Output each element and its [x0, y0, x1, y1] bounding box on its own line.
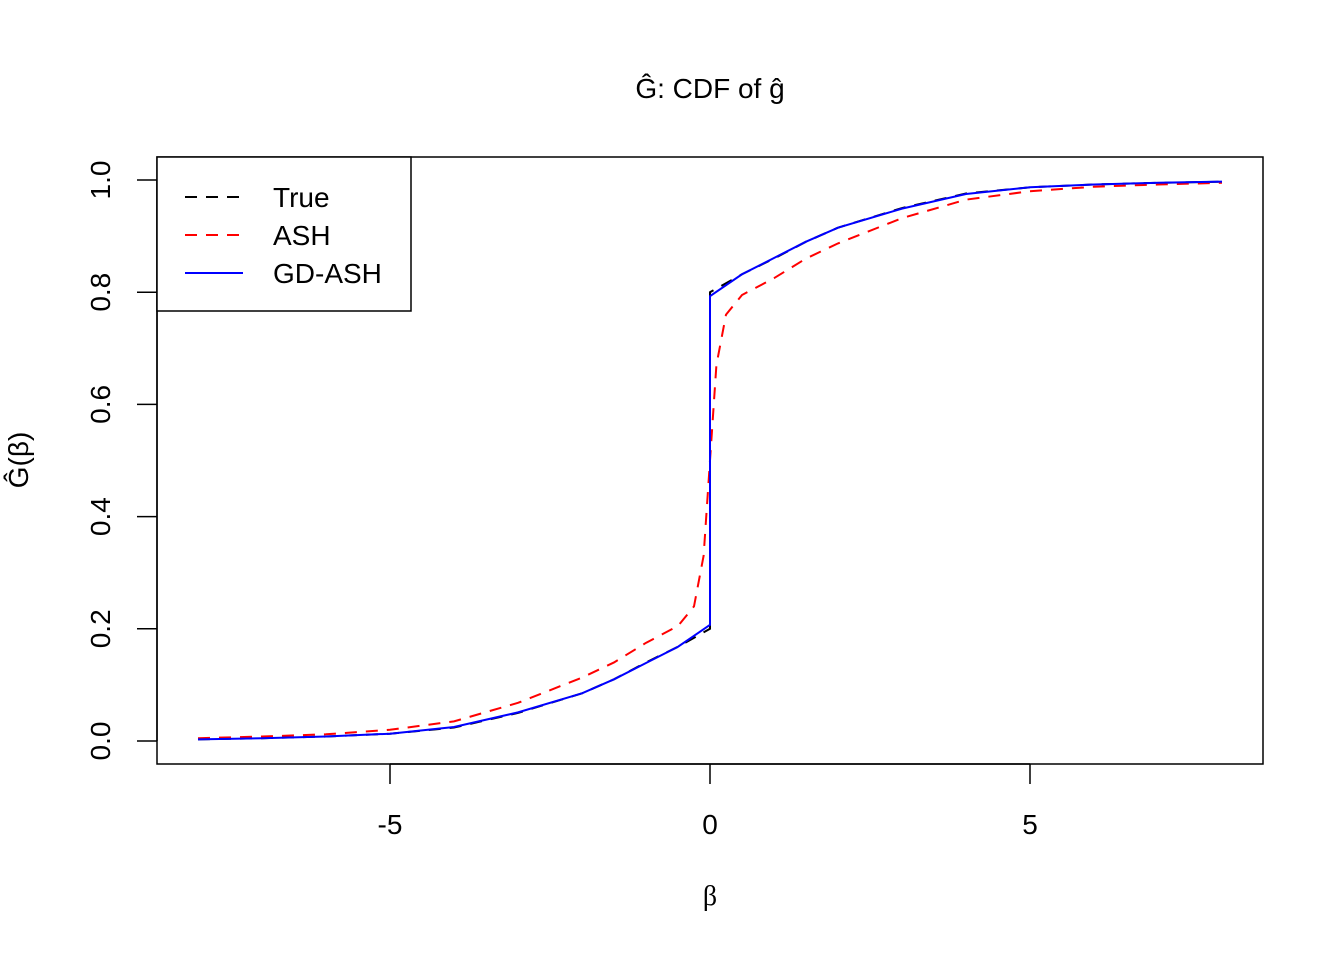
series-line-gd-ash — [197, 180, 1223, 741]
y-tick-label: 0.0 — [85, 722, 116, 761]
x-tick-label: -5 — [378, 809, 403, 840]
legend: True ASH GD-ASH — [156, 156, 412, 312]
chart-title: Ĝ: CDF of ĝ — [635, 73, 784, 104]
x-tick-label: 0 — [702, 809, 718, 840]
y-tick-label: 0.4 — [85, 497, 116, 536]
y-axis-label: Ĝ(β) — [3, 432, 34, 489]
y-tick-label: 1.0 — [85, 161, 116, 200]
legend-label: GD-ASH — [273, 258, 382, 289]
y-tick-label: 0.2 — [85, 609, 116, 648]
legend-label: True — [273, 182, 330, 213]
y-tick-label: 0.6 — [85, 385, 116, 424]
x-axis-label: β — [703, 881, 717, 912]
legend-label: ASH — [273, 220, 331, 251]
y-tick-label: 0.8 — [85, 273, 116, 312]
x-tick-label: 5 — [1022, 809, 1038, 840]
